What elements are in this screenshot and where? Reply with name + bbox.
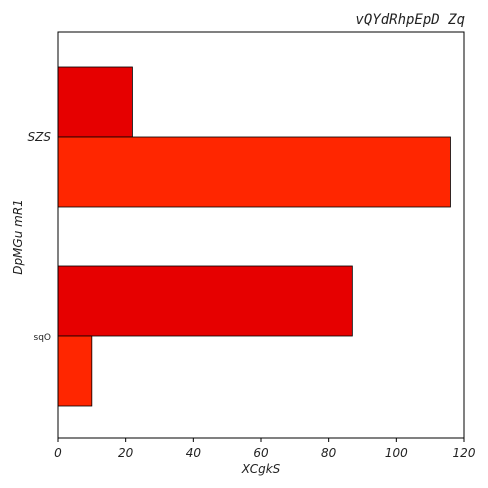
bar-sqO-series-1 <box>57 265 353 337</box>
x-axis-ticks: 0 20 40 60 80 100 120 <box>54 438 476 460</box>
x-tick-label: 0 <box>54 446 62 460</box>
bar-SZS-series-1 <box>57 66 133 138</box>
x-tick-label: 60 <box>253 446 269 460</box>
y-category-label: SZS <box>28 130 52 144</box>
bar-sqO-series-2 <box>57 335 93 407</box>
x-tick-label: 100 <box>385 446 408 460</box>
y-category-label: sqO <box>34 333 52 343</box>
y-axis-categories: SZS sqO <box>28 130 52 343</box>
x-tick-label: 80 <box>321 446 337 460</box>
x-tick-label: 120 <box>453 446 476 460</box>
chart-title: vQYdRhpEpD Zq <box>355 12 465 28</box>
x-axis-label: XCgkS <box>241 462 281 476</box>
x-tick-label: 20 <box>118 446 134 460</box>
x-tick-label: 40 <box>186 446 202 460</box>
bars-group <box>57 66 451 407</box>
bar-SZS-series-2 <box>57 136 451 208</box>
y-axis-label: DpMGu mR1 <box>11 199 25 275</box>
